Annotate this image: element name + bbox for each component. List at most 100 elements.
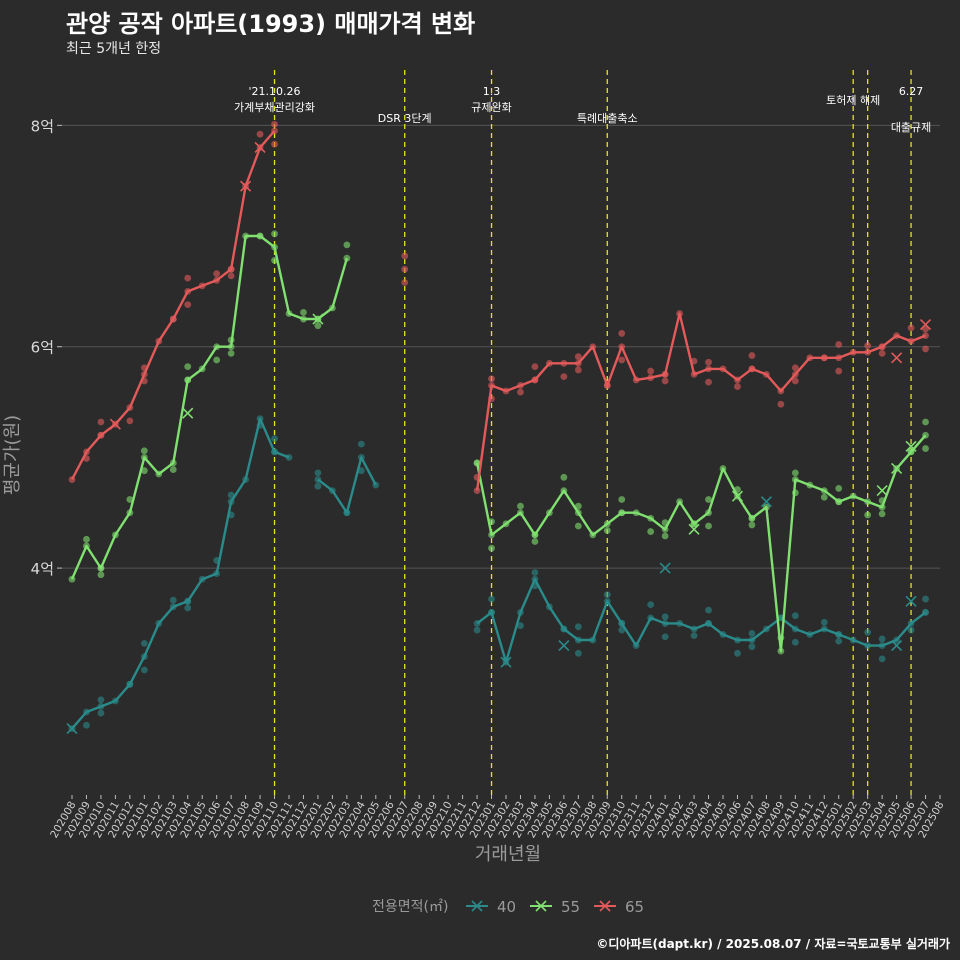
data-point-55 — [835, 484, 843, 492]
event-label: 대출규제 — [891, 121, 931, 134]
data-point-40 — [97, 696, 105, 704]
data-point-55 — [603, 527, 611, 534]
cross-marker-55 — [891, 462, 903, 475]
legend-swatch-cross — [599, 900, 611, 912]
data-point-65 — [227, 272, 235, 280]
data-point-65 — [835, 367, 843, 375]
data-point-65 — [864, 342, 872, 350]
data-point-55 — [140, 467, 148, 475]
x-axis-label: 거래년월 — [475, 844, 541, 865]
data-point-40 — [690, 632, 698, 640]
data-point-40 — [661, 633, 669, 641]
data-point-55 — [661, 532, 669, 540]
data-point-65 — [878, 349, 886, 357]
data-point-40 — [748, 643, 756, 651]
data-point-65 — [488, 375, 495, 383]
data-point-40 — [922, 595, 929, 603]
cross-marker-40 — [905, 595, 917, 607]
data-point-55 — [618, 496, 626, 503]
data-point-65 — [97, 418, 105, 426]
data-point-55 — [97, 571, 105, 579]
data-point-65 — [531, 363, 539, 371]
data-point-55 — [488, 544, 495, 552]
legend-item-label: 40 — [497, 898, 516, 916]
data-point-40 — [647, 601, 655, 609]
data-point-40 — [878, 655, 886, 663]
chart-subtitle: 최근 5개년 한정 — [66, 41, 162, 57]
event-label: 특례대출축소 — [577, 112, 638, 125]
data-point-65 — [517, 388, 524, 396]
data-point-40 — [603, 591, 611, 599]
cross-marker-65 — [240, 180, 252, 192]
y-tick-label: 8억 — [31, 117, 54, 135]
data-point-55 — [227, 349, 235, 357]
cross-marker-55 — [731, 490, 744, 502]
data-point-65 — [618, 330, 626, 337]
event-label: 토허제 해제 — [826, 93, 880, 107]
data-point-65 — [705, 358, 712, 366]
data-point-65 — [271, 140, 278, 148]
data-point-40 — [748, 629, 756, 637]
series-line-40 — [71, 417, 927, 730]
data-point-55 — [213, 356, 221, 364]
data-point-55 — [83, 535, 90, 543]
data-point-55 — [864, 511, 872, 519]
data-point-65 — [922, 345, 929, 353]
cross-marker-55 — [905, 440, 917, 452]
data-point-55 — [343, 241, 351, 249]
data-point-40 — [574, 623, 582, 631]
data-point-40 — [169, 596, 177, 604]
cross-marker-65 — [891, 352, 903, 364]
data-point-40 — [864, 628, 872, 636]
data-point-40 — [357, 467, 365, 475]
data-point-55 — [922, 418, 929, 426]
cross-marker-55 — [182, 407, 194, 419]
data-point-65 — [401, 252, 409, 260]
data-point-40 — [907, 626, 915, 634]
data-point-40 — [140, 666, 148, 674]
data-point-65 — [748, 352, 756, 359]
cross-marker-65 — [254, 141, 266, 154]
data-point-40 — [517, 622, 524, 630]
data-point-65 — [618, 356, 626, 364]
data-point-55 — [314, 322, 322, 330]
cross-marker-65 — [919, 319, 932, 331]
data-point-65 — [473, 487, 481, 495]
data-point-55 — [574, 502, 582, 510]
data-point-55 — [748, 521, 756, 529]
cross-marker-40 — [500, 656, 512, 668]
data-point-40 — [835, 637, 843, 645]
data-point-55 — [169, 466, 177, 473]
data-point-40 — [661, 613, 669, 621]
data-point-55 — [560, 473, 568, 481]
data-point-65 — [791, 377, 799, 385]
event-label: '21.10.26 — [249, 85, 301, 98]
cross-marker-55 — [688, 523, 700, 535]
data-point-65 — [705, 378, 712, 386]
data-point-40 — [227, 491, 235, 499]
cross-marker-40 — [659, 562, 671, 574]
data-point-55 — [574, 522, 582, 530]
data-point-40 — [791, 612, 799, 620]
y-tick-label: 6억 — [31, 339, 54, 357]
data-point-55 — [140, 447, 148, 455]
source-caption: ©디아파트(dapt.kr) / 2025.08.07 / 자료=국토교통부 실… — [596, 937, 950, 951]
data-point-65 — [560, 373, 568, 381]
data-point-65 — [271, 120, 278, 128]
data-point-40 — [314, 469, 322, 477]
data-point-65 — [256, 130, 264, 138]
cross-marker-40 — [66, 723, 78, 735]
data-point-65 — [126, 417, 134, 425]
legend: 전용면적(㎡) 40 55 65 — [372, 898, 644, 916]
legend-item-label: 65 — [625, 898, 644, 916]
series-line-55 — [70, 234, 927, 653]
data-point-55 — [531, 538, 539, 545]
legend-swatch-cross — [471, 900, 483, 912]
cross-marker-40 — [760, 496, 772, 508]
data-point-65 — [835, 341, 843, 348]
data-point-55 — [705, 496, 712, 503]
event-label: 1.3 — [483, 85, 501, 98]
data-point-55 — [705, 522, 712, 530]
y-axis-label: 평균가(원) — [2, 415, 23, 495]
